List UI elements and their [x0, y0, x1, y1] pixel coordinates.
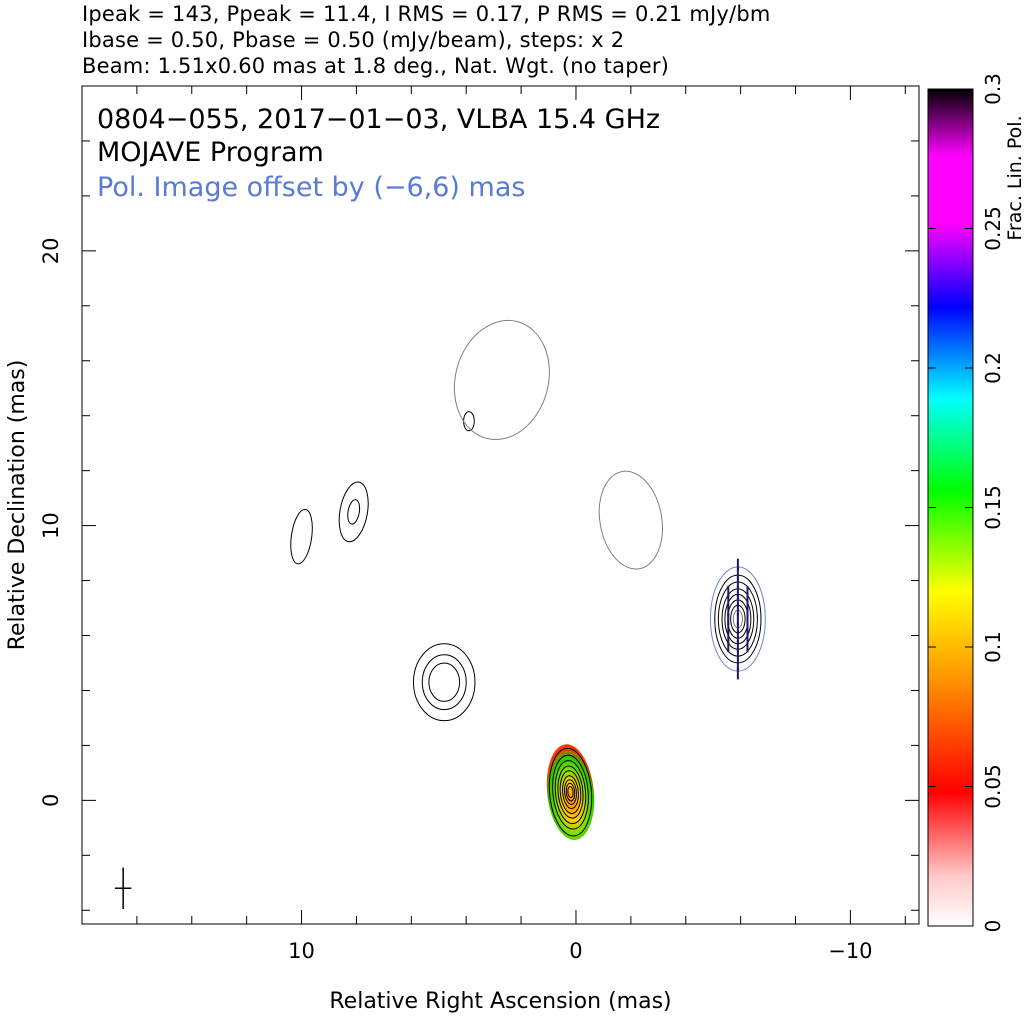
intensity-contour-jet-8-10-1 — [347, 499, 361, 525]
intensity-contour-core-0 — [548, 747, 593, 837]
x-tick-label: 0 — [569, 939, 582, 963]
intensity-contour-jet-8-10-0 — [338, 481, 369, 543]
x-tick-label: −10 — [828, 939, 872, 963]
colorbar-label: Frac. Lin. Pol. — [1004, 115, 1026, 240]
header-line-2: Ibase = 0.50, Pbase = 0.50 (mJy/beam), s… — [82, 28, 625, 52]
plot-frame — [81, 85, 920, 925]
header-line-1: Ipeak = 143, Ppeak = 11.4, I RMS = 0.17,… — [82, 2, 771, 26]
frac-pol-map — [546, 744, 595, 840]
y-tick-label: 0 — [39, 794, 63, 807]
intensity-contour-core-3 — [557, 765, 584, 819]
chart-subtitle: MOJAVE Program — [97, 137, 324, 168]
x-axis-label: Relative Right Ascension (mas) — [329, 989, 671, 1014]
pol-offset-annotation: Pol. Image offset by (−6,6) mas — [97, 172, 525, 203]
intensity-contour-core-2 — [554, 760, 587, 825]
colorbar-tick-label: 0.05 — [981, 764, 1005, 809]
colorbar-tick-label: 0.1 — [981, 631, 1005, 663]
pol-contour-cloud-2-15-0 — [453, 319, 550, 441]
colorbar-tick-label: 0.15 — [981, 485, 1005, 530]
colorbar-tick-label: 0.2 — [981, 352, 1005, 384]
intensity-contour-knot-5-4-2 — [428, 662, 461, 702]
colorbar-tick-label: 0.3 — [981, 73, 1005, 105]
header-line-3: Beam: 1.51x0.60 mas at 1.8 deg., Nat. Wg… — [82, 54, 670, 78]
intensity-contour-knot-5-4-0 — [413, 643, 476, 722]
intensity-contour-core-1 — [552, 754, 589, 830]
intensity-contour-jet-10-9-0 — [290, 508, 313, 565]
y-tick-label: 10 — [39, 512, 63, 539]
intensity-contour-knot-5-4-1 — [421, 654, 467, 711]
pol-contour-cloud-neg2-10-0 — [598, 470, 663, 570]
x-tick-label: 10 — [288, 939, 315, 963]
intensity-contour-core-5 — [562, 775, 579, 810]
intensity-contour-core-4 — [559, 770, 582, 814]
y-tick-label: 20 — [39, 237, 63, 264]
intensity-contour-core-8 — [567, 786, 574, 799]
colorbar-tick-label: 0.25 — [981, 206, 1005, 251]
y-axis-label: Relative Declination (mas) — [5, 360, 30, 651]
intensity-contour-core-6 — [564, 779, 577, 805]
colorbar-tick-label: 0 — [981, 920, 1005, 933]
intensity-contour-core-7 — [565, 782, 576, 802]
chart-title: 0804−055, 2017−01−03, VLBA 15.4 GHz — [97, 104, 660, 135]
